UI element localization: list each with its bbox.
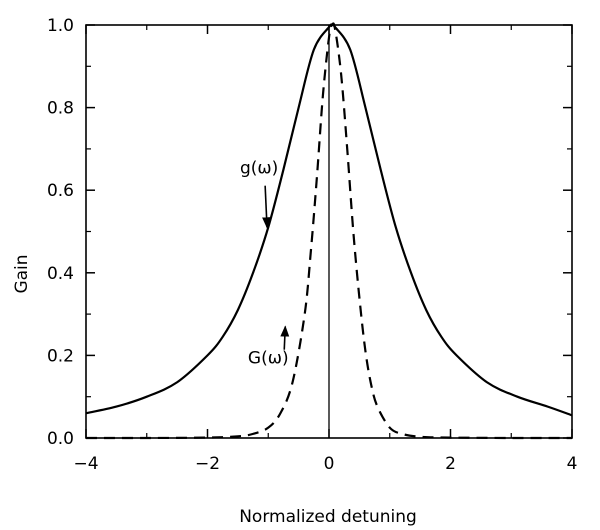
x-tick-label: −2	[195, 454, 220, 474]
x-tick-label: 0	[324, 454, 335, 474]
x-tick-label: −4	[73, 454, 98, 474]
plot-area: g(ω) G(ω)	[85, 22, 573, 440]
y-tick-label: 0.0	[47, 429, 74, 449]
y-tick-label: 0.8	[47, 99, 74, 119]
y-tick-label: 1.0	[47, 16, 74, 36]
annotation-G-omega: G(ω)	[248, 349, 289, 369]
axes: −4 −2 0 2 4 0.0 0.2 0.4 0.6 0.8 1.0	[47, 16, 577, 474]
x-axis-title: Normalized detuning	[239, 507, 417, 527]
y-tick-label: 0.6	[47, 181, 74, 201]
annotation-arrow	[280, 325, 290, 350]
annotation-arrow	[262, 185, 272, 229]
y-tick-label: 0.4	[47, 264, 74, 284]
y-axis-title: Gain	[12, 254, 32, 293]
x-tick-label: 2	[445, 454, 456, 474]
x-tick-label: 4	[567, 454, 578, 474]
annotation-g-omega: g(ω)	[240, 159, 278, 179]
y-tick-label: 0.2	[47, 346, 74, 366]
series-line-dashed	[85, 22, 573, 440]
